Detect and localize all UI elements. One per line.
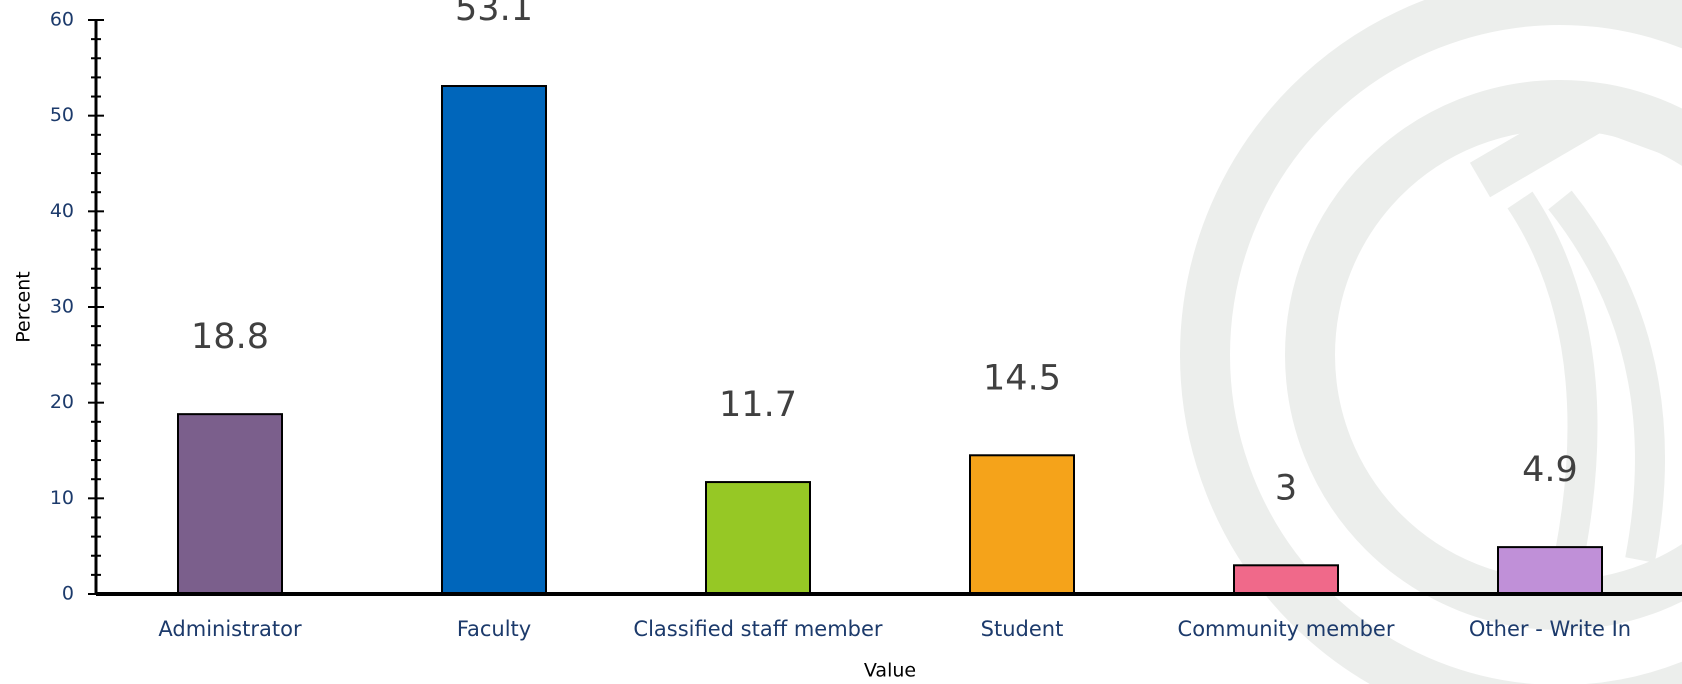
bar [177,413,283,595]
y-tick-label: 50 [50,104,74,126]
bar [1233,564,1339,595]
value-label: 4.9 [1522,450,1578,490]
x-tick-label: Community member [1178,617,1395,641]
y-tick-label: 10 [50,487,74,509]
y-tick-label: 20 [50,391,74,413]
value-label: 18.8 [191,317,269,357]
watermark [1180,0,1682,684]
x-tick-label: Faculty [457,617,531,641]
value-label: 53.1 [455,0,533,29]
y-tick-label: 60 [50,9,74,31]
bar [441,85,547,595]
x-tick-label: Administrator [158,617,302,641]
bar [969,454,1075,595]
x-axis-title: Value [864,660,916,682]
y-tick-label: 0 [62,583,74,605]
y-axis-title: Percent [13,271,35,343]
bar [705,481,811,596]
value-label: 11.7 [719,385,797,425]
x-tick-label: Student [981,617,1064,641]
y-tick-label: 40 [50,200,74,222]
value-label: 3 [1275,468,1297,508]
x-tick-label: Classified staff member [633,617,883,641]
x-tick-label: Other - Write In [1469,617,1631,641]
bar [1497,546,1603,596]
value-label: 14.5 [983,358,1061,398]
y-tick-label: 30 [50,296,74,318]
